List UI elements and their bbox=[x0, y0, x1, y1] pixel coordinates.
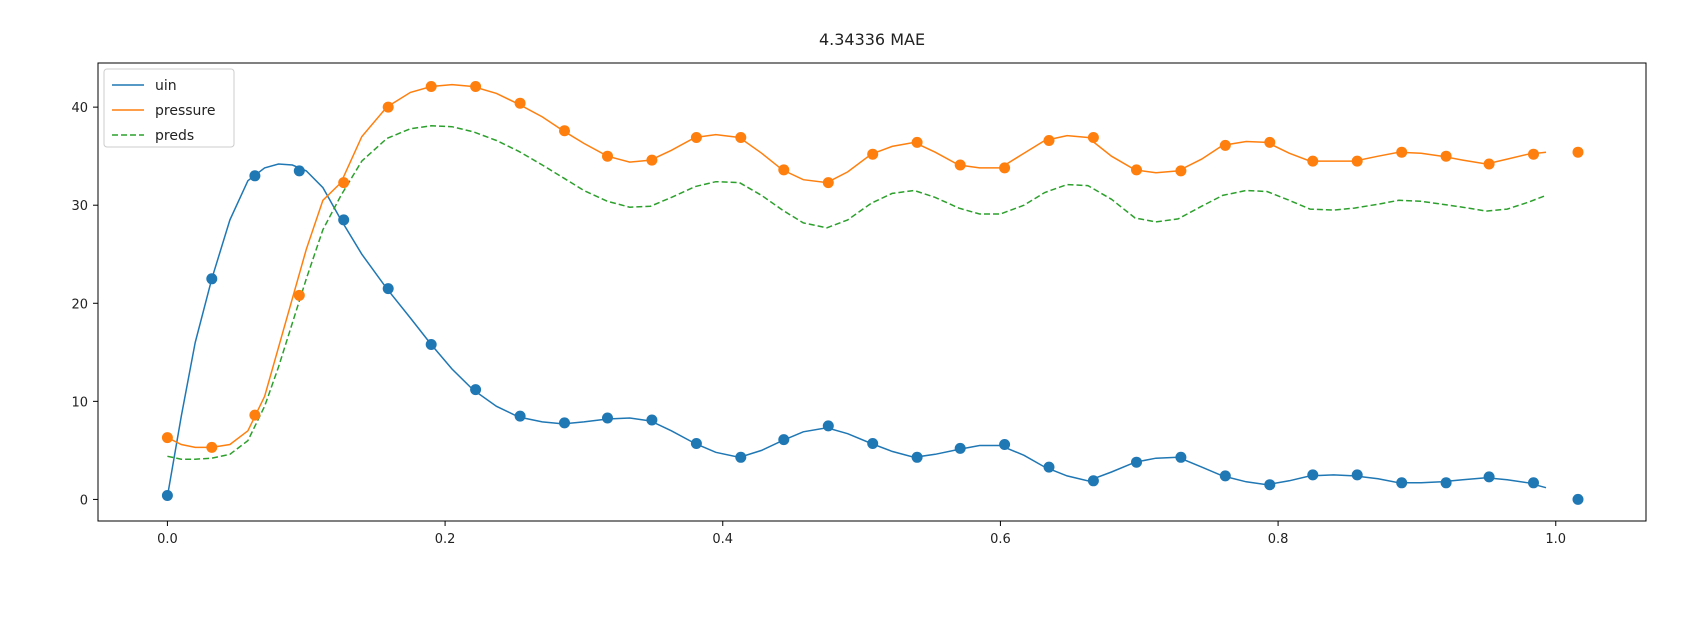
data-point-pressure bbox=[646, 154, 658, 166]
data-point-pressure bbox=[293, 289, 305, 301]
data-point-uin bbox=[646, 414, 658, 426]
data-point-uin bbox=[1396, 477, 1408, 489]
data-point-pressure bbox=[1219, 139, 1231, 151]
y-tick-label: 40 bbox=[71, 101, 88, 116]
legend-label-uin: uin bbox=[155, 78, 177, 94]
x-tick-label: 0.8 bbox=[1268, 532, 1289, 547]
data-point-uin bbox=[1087, 475, 1099, 487]
series-line-uin bbox=[166, 163, 1547, 497]
data-point-uin bbox=[382, 283, 394, 295]
data-point-pressure bbox=[1528, 148, 1539, 160]
data-point-pressure bbox=[690, 132, 702, 143]
data-point-uin bbox=[1351, 469, 1363, 481]
y-axis: 0 10 20 30 40 bbox=[71, 101, 98, 508]
legend-label-preds: preds bbox=[155, 128, 194, 144]
data-point-uin bbox=[206, 273, 218, 285]
data-point-uin bbox=[559, 417, 570, 429]
data-point-uin bbox=[161, 490, 173, 501]
data-point-uin bbox=[1528, 477, 1539, 489]
data-point-uin bbox=[514, 410, 526, 422]
data-point-pressure bbox=[822, 177, 834, 189]
data-point-uin bbox=[1131, 456, 1142, 468]
x-tick-label: 0.2 bbox=[435, 532, 456, 547]
series-line-preds bbox=[167, 125, 1547, 460]
data-point-pressure bbox=[1087, 132, 1099, 143]
data-point-pressure bbox=[735, 132, 747, 143]
data-point-uin bbox=[999, 439, 1011, 450]
data-point-pressure bbox=[425, 81, 437, 92]
data-point-pressure bbox=[161, 432, 173, 444]
data-point-pressure bbox=[867, 148, 879, 160]
data-point-pressure bbox=[1043, 135, 1055, 146]
data-point-pressure bbox=[559, 125, 570, 137]
data-point-uin bbox=[1264, 479, 1276, 491]
data-point-uin bbox=[911, 451, 923, 463]
plot-frame bbox=[97, 62, 1647, 522]
data-point-uin bbox=[1572, 493, 1584, 505]
y-tick-label: 10 bbox=[71, 395, 88, 410]
data-point-pressure bbox=[1440, 150, 1452, 162]
data-point-uin bbox=[1307, 469, 1319, 481]
data-point-pressure bbox=[514, 97, 526, 109]
legend: uin pressure preds bbox=[103, 68, 235, 148]
data-point-pressure bbox=[999, 162, 1011, 174]
legend-box bbox=[103, 68, 235, 148]
data-point-uin bbox=[249, 170, 261, 182]
data-point-pressure bbox=[1131, 164, 1142, 176]
data-point-uin bbox=[1483, 471, 1495, 483]
data-point-pressure bbox=[470, 81, 482, 92]
data-point-uin bbox=[293, 165, 305, 177]
data-point-pressure bbox=[1351, 155, 1363, 167]
data-point-uin bbox=[735, 451, 747, 463]
data-point-pressure bbox=[1483, 158, 1495, 170]
data-point-pressure bbox=[249, 409, 261, 421]
data-point-uin bbox=[470, 384, 482, 396]
y-tick-label: 0 bbox=[80, 493, 88, 508]
y-tick-label: 20 bbox=[71, 297, 88, 312]
data-point-uin bbox=[1219, 470, 1231, 482]
data-point-pressure bbox=[778, 164, 790, 176]
data-point-uin bbox=[822, 420, 834, 432]
data-point-uin bbox=[867, 438, 879, 449]
data-point-uin bbox=[338, 214, 350, 226]
data-point-pressure bbox=[1175, 165, 1187, 177]
data-point-pressure bbox=[206, 441, 218, 453]
data-point-uin bbox=[602, 412, 613, 424]
data-point-pressure bbox=[1396, 146, 1408, 158]
x-axis: 0.0 0.2 0.4 0.6 0.8 1.0 bbox=[157, 521, 1566, 547]
legend-label-pressure: pressure bbox=[155, 103, 215, 119]
data-point-uin bbox=[954, 442, 966, 454]
data-point-pressure bbox=[911, 136, 923, 148]
y-tick-label: 30 bbox=[71, 199, 88, 214]
x-tick-label: 0.6 bbox=[990, 532, 1011, 547]
data-point-pressure bbox=[382, 101, 394, 113]
data-point-pressure bbox=[1264, 136, 1276, 148]
data-point-pressure bbox=[1572, 146, 1584, 158]
data-point-uin bbox=[1175, 451, 1187, 463]
data-point-uin bbox=[778, 434, 790, 446]
data-point-pressure bbox=[1307, 155, 1319, 167]
data-point-pressure bbox=[338, 177, 350, 189]
data-point-uin bbox=[690, 438, 702, 449]
data-point-pressure bbox=[954, 159, 966, 171]
series-line-pressure bbox=[167, 83, 1547, 449]
x-tick-label: 0.4 bbox=[712, 532, 733, 547]
data-point-uin bbox=[1440, 477, 1452, 489]
data-point-uin bbox=[1043, 461, 1055, 473]
data-point-uin bbox=[425, 339, 437, 350]
x-tick-label: 0.0 bbox=[157, 532, 178, 547]
chart-title: 4.34336 MAE bbox=[819, 30, 925, 49]
x-tick-label: 1.0 bbox=[1545, 532, 1566, 547]
data-point-pressure bbox=[602, 150, 613, 162]
plot-area bbox=[161, 81, 1584, 505]
